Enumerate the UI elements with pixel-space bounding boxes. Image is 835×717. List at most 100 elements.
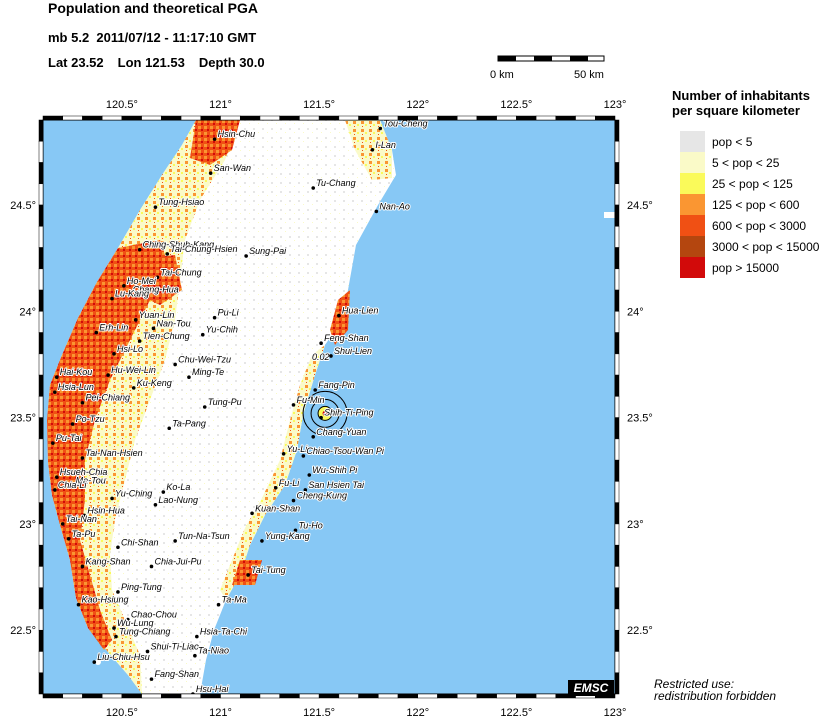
city-dot (137, 247, 142, 252)
frame-tick (614, 459, 620, 482)
lon-tick-label: 122.5° (500, 707, 532, 717)
frame-tick (38, 289, 44, 312)
city-dot (313, 388, 317, 392)
city-label: Chia-Jui-Pu (154, 556, 201, 566)
frame-tick (318, 693, 340, 699)
city-label: Chia-Li (58, 480, 88, 490)
western-plain (47, 120, 240, 694)
city-label: Ma-Tou (76, 476, 106, 486)
city-dot (165, 252, 170, 256)
frame-tick (299, 115, 320, 121)
city-dot (208, 171, 213, 175)
city-label: Tu-Ho (298, 520, 322, 530)
city-label: Tai-Chung (160, 267, 201, 277)
frame-tick (555, 115, 576, 121)
frame-tick (38, 247, 44, 270)
city-label: Tai-Chung-Hsien (170, 244, 237, 254)
frame-tick (38, 459, 44, 482)
frame-tick (496, 115, 517, 121)
frame-tick (38, 353, 44, 376)
city-dot (133, 318, 138, 322)
city-dot (319, 415, 323, 420)
legend-label: 125 < pop < 600 (712, 197, 800, 212)
city-dot (126, 617, 130, 622)
longitude: Lon 121.53 (117, 55, 185, 70)
city-label: Shui-Lien (334, 346, 372, 356)
city-dot (307, 473, 312, 477)
city-dot (337, 313, 341, 318)
city-dot (161, 490, 166, 494)
city-label: Hsia-Ta-Chi (200, 627, 248, 637)
frame-tick (180, 693, 202, 699)
restricted-line1: Restricted use: (654, 677, 735, 691)
frame-tick (38, 183, 44, 206)
frame-tick (614, 204, 620, 227)
city-label: Nan-Tou (156, 318, 190, 328)
frame-tick (378, 115, 399, 121)
city-label: I-Lan (375, 140, 396, 150)
city-label: Ta-Niao (198, 646, 229, 656)
city-label: Kao-Hsiung (82, 595, 129, 605)
frame-tick (575, 115, 596, 121)
city-dot (110, 296, 114, 301)
restricted-line2: redistribution forbidden (654, 689, 777, 703)
city-label: Chiao-Tsou-Wan Pi (306, 446, 385, 456)
frame-tick (476, 115, 497, 121)
city-dot (293, 528, 298, 533)
lon-tick-label: 121° (209, 707, 232, 717)
city-dot (273, 485, 278, 490)
lat-tick-label: 24.5° (10, 200, 36, 212)
city-label: San-Wan (214, 163, 251, 173)
city-label: Hsueh-Chia (60, 467, 108, 477)
city-dot (200, 332, 205, 337)
frame-tick (516, 115, 537, 121)
city-label: Tun-Na-Tsun (178, 531, 230, 541)
magnitude: mb 5.2 (48, 30, 90, 45)
city-dot (116, 545, 120, 550)
city-label: Nan-Ao (379, 201, 410, 211)
city-label: Pu-Tai (56, 433, 83, 443)
frame-tick (38, 162, 44, 185)
legend-label: pop > 15000 (712, 260, 780, 275)
city-label: Lu-Kang (115, 289, 149, 299)
city-label: Hsi-Lo (117, 344, 143, 354)
frame-tick (38, 651, 44, 673)
emsc-logo: EMSC (568, 680, 614, 696)
city-label: Hsin-Hua (87, 505, 125, 515)
event-info: mb 5.2 2011/07/12 - 11:17:10 GMT (48, 30, 256, 45)
frame-tick (338, 115, 359, 121)
frame-tick (38, 374, 44, 397)
lat-tick-label: 22.5° (627, 625, 653, 637)
lon-tick-label: 120.5° (106, 707, 138, 717)
map-title: Population and theoretical PGA (48, 0, 259, 16)
frame-tick (200, 693, 221, 699)
city-label: Ming-Te (192, 367, 224, 377)
frame-tick (38, 268, 44, 291)
ilan-urban (345, 120, 392, 180)
city-dot (244, 254, 248, 258)
frame-tick (38, 141, 44, 163)
frame-tick (161, 693, 182, 699)
frame-tick (378, 693, 399, 699)
city-markers: Tou-Cheng Hsin-Chu I-Lan San-Wan Tu-Chang Tun… (51, 118, 428, 696)
city-dot (70, 422, 75, 426)
city-label: Yung-Kang (265, 531, 310, 541)
city-dot (82, 513, 87, 518)
city-dot (60, 522, 65, 526)
city-dot (173, 539, 177, 543)
frame-tick (614, 651, 620, 673)
scale-bar: 0 km 50 km (490, 55, 605, 80)
city-label: Ho-Mei (127, 276, 157, 286)
lon-tick-label: 122° (406, 99, 429, 111)
lon-tick-label: 121.5° (303, 99, 335, 111)
depth: Depth 30.0 (198, 55, 265, 70)
frame-tick (82, 693, 103, 699)
city-dot (250, 511, 254, 516)
frame-tick (38, 417, 44, 440)
frame-tick (614, 332, 620, 355)
lat-tick-label: 22.5° (10, 625, 36, 637)
city-dot (311, 186, 316, 190)
city-label: Chao-Chou (131, 610, 177, 620)
frame-tick (614, 396, 620, 418)
